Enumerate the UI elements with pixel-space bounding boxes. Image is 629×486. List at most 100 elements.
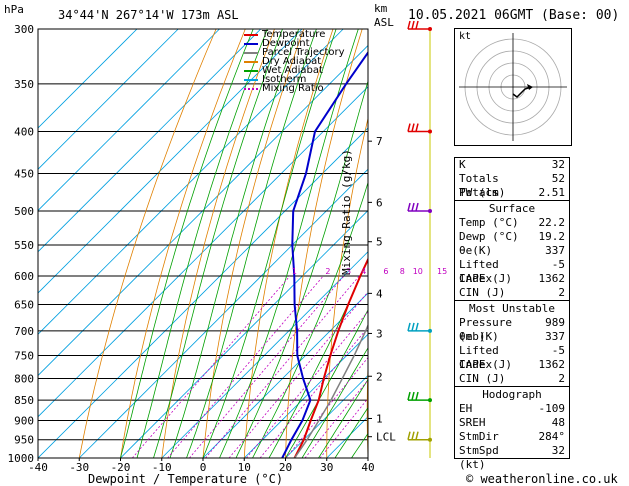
pressure-tick-label: 1000 [8,452,35,465]
pressure-tick-label: 550 [14,239,34,252]
isotherm-line [38,86,368,418]
mixing-ratio-label: 8 [400,267,405,276]
x-tick-label: 40 [361,461,374,474]
dry-adiabat [619,29,629,458]
legend-item: Dry Adiabat [244,57,345,67]
pressure-tick-label: 900 [14,414,34,427]
row-label: CAPE (J) [459,272,512,285]
legend-item: Temperature [244,29,345,40]
asl-unit-label: ASL [374,16,394,29]
hodograph-trace [512,86,532,98]
row-label: Lifted Index [459,258,499,285]
row-value: -5 [551,258,565,271]
legend-swatch [244,42,258,45]
legend-swatch [244,78,258,81]
hodograph-unit: kt [459,31,472,42]
wind-barb [407,391,432,403]
row-value: 2 [558,286,565,299]
pressure-tick-label: 500 [14,205,34,218]
row-label: CAPE (J) [459,358,512,371]
wet-adiabat [301,347,368,458]
legend-swatch [244,33,258,36]
mixing-ratio-line [189,275,345,458]
wet-adiabat [202,29,337,458]
km-tick-label: LCL [376,431,396,444]
row-label: EH [459,402,473,415]
mixing-ratio-line [205,275,360,458]
surface-title: Surface [455,200,569,216]
row-value: 337 [545,330,565,343]
location-label: 34°44'N 267°14'W 173m ASL [58,8,239,22]
row-label: PW (cm) [459,186,506,199]
row-label: CIN (J) [459,372,506,385]
isotherm-line [38,127,368,458]
isotherm-line [38,44,368,377]
pressure-tick-label: 800 [14,372,34,385]
mixing-ratio-line [304,379,368,458]
wind-barbs [407,20,432,458]
legend-item: Parcel Trajectory [244,48,345,58]
chart-labels: 1234681015202530035040045050055060065070… [8,23,480,474]
isotherm-line [285,374,368,458]
pressure-tick-label: 750 [14,349,34,362]
row-label: StmDir [459,430,499,443]
mixing-ratio-label: 6 [383,267,388,276]
x-tick-label: -30 [69,461,89,474]
mixing-ratio-label: 4 [361,267,366,276]
wet-adiabat [136,29,268,458]
wet-adiabat [235,79,368,458]
mixing-ratio-axis-title: Mixing Ratio (g/kg) [340,149,353,275]
legend-item: Isotherm [244,74,345,85]
row-value: 1362 [538,272,566,285]
isotherm-line [243,333,368,458]
row-value: 989 [545,316,565,329]
row-value: 2.51 [538,186,566,199]
dry-adiabat [78,29,217,458]
table-row: StmDir 284° [455,430,569,444]
mixing-ratio-line [285,356,368,458]
legend-label: Wet Adiabat [262,65,323,76]
isotherm-line [38,29,303,294]
row-value: 19.2 [538,230,566,243]
x-tick-label: 0 [200,461,207,474]
dry-adiabat [120,29,246,458]
legend-label: Isotherm [262,74,307,85]
dry-adiabat [243,29,334,458]
legend-label: Temperature [262,29,326,40]
wet-adiabat [186,29,317,458]
legend-swatch [244,60,258,63]
mixing-ratio-line [228,291,368,458]
pressure-tick-label: 400 [14,126,34,139]
wind-barb [407,431,432,442]
legend-swatch [244,51,258,54]
copyright-label: © weatheronline.co.uk [466,472,618,486]
x-tick-label: 30 [320,461,333,474]
table-row: CIN (J) 2 [455,372,569,386]
row-label: Dewp (°C) [459,230,519,243]
row-value: 1362 [538,358,566,371]
row-value: 22.2 [538,216,566,229]
hodograph-table-title: Hodograph [455,386,569,402]
table-row: CIN (J) 2 [455,286,569,300]
datetime-label: 10.05.2021 06GMT (Base: 00) [408,8,620,23]
series-dewpoint [281,50,368,458]
legend-label: Mixing Ratio [262,83,324,94]
km-tick-label: 5 [376,236,383,249]
plot-area [38,29,629,458]
row-label: Temp (°C) [459,216,519,229]
isotherm-line [38,29,344,335]
table-row: EH -109 [455,402,569,416]
wet-adiabat [318,378,368,458]
indices-table: K 32 Totals Totals 52 PW (cm) 2.51 Surface Te… [454,157,570,471]
isotherm-line [78,168,368,458]
pressure-tick-label: 450 [14,167,34,180]
series-temperature [293,257,368,458]
wet-adiabat [252,181,368,458]
isotherm-line [38,29,220,212]
series-parcel-trajectory [293,323,368,458]
dry-adiabat [366,357,368,458]
wet-adiabat [169,29,300,458]
legend-item: Dewpoint [244,39,345,49]
x-tick-label: -10 [152,461,172,474]
